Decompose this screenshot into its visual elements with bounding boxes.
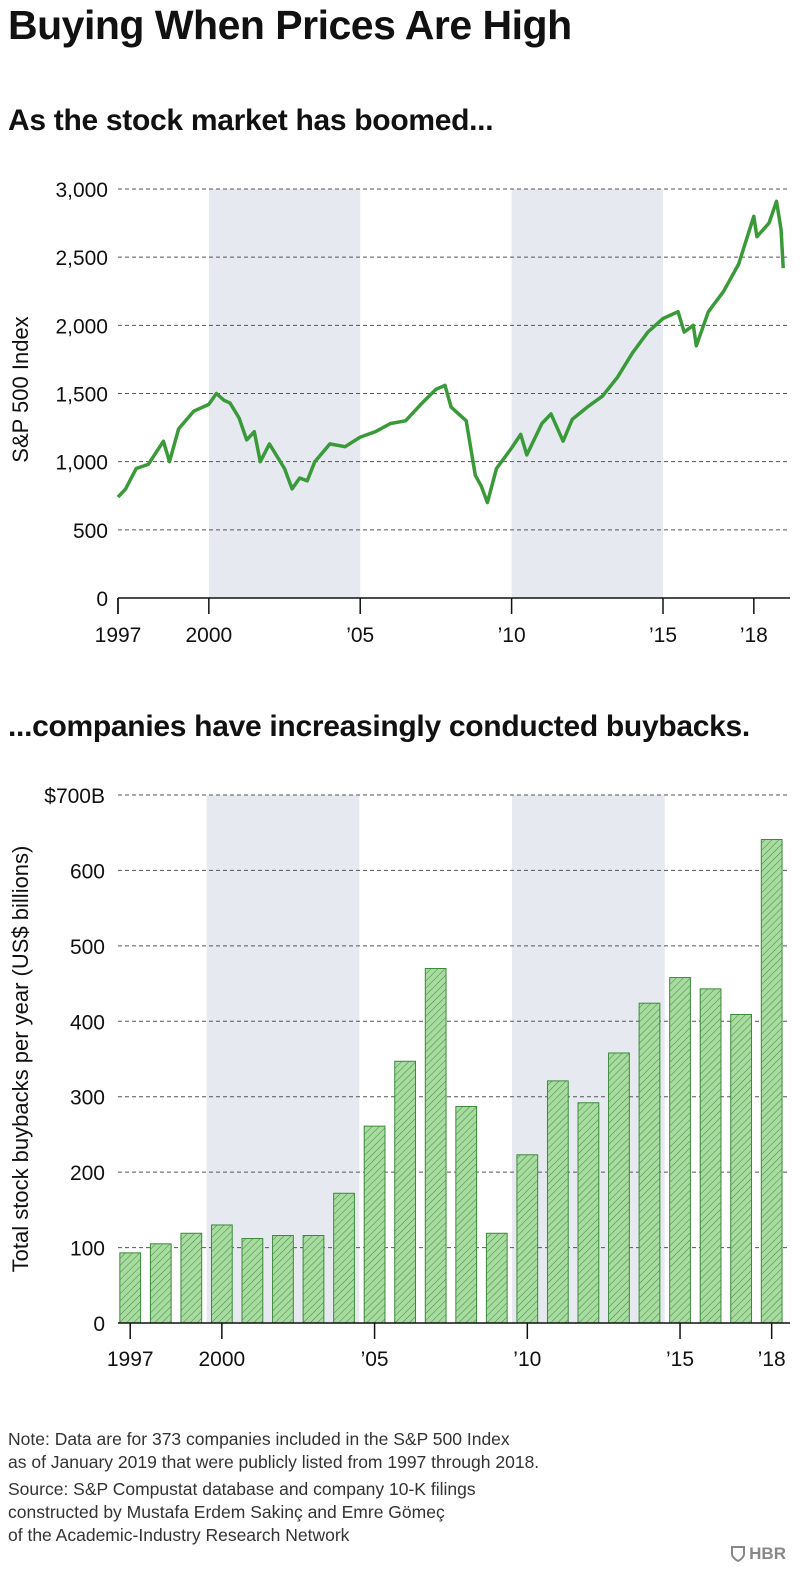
bar-chart-subtitle: ...companies have increasingly conducted… — [8, 710, 750, 743]
source-text: Source: S&P Compustat database and compa… — [8, 1479, 476, 1545]
sp500-series-line — [116, 199, 785, 505]
bar-2013 — [608, 1052, 630, 1324]
y-tick-label: 1,000 — [55, 452, 108, 475]
x-tick-label: ’05 — [346, 624, 374, 647]
bar-2014 — [638, 1002, 661, 1324]
y-tick-label: 300 — [70, 1087, 105, 1110]
y-tick-label: 1,500 — [55, 384, 108, 407]
y-tick-label: $700B — [44, 785, 105, 808]
x-tick-label: ’10 — [513, 1348, 541, 1371]
bar-2015 — [669, 977, 691, 1324]
bar-2007 — [424, 967, 447, 1324]
bar-2016 — [699, 988, 722, 1324]
x-tick-label: ’18 — [740, 624, 768, 647]
bar-2008 — [455, 1106, 478, 1324]
bar-1997 — [119, 1252, 142, 1324]
hbr-logo: HBR — [731, 1544, 786, 1564]
bar-2000 — [210, 1224, 233, 1324]
shaded-period — [208, 189, 361, 598]
x-tick-label: 1997 — [107, 1348, 154, 1371]
y-tick-label: 2,500 — [55, 247, 108, 270]
y-axis-label: Total stock buybacks per year (US$ billi… — [8, 846, 33, 1273]
x-tick-label: 2000 — [185, 624, 232, 647]
bar-2009 — [485, 1232, 508, 1324]
bar-2002 — [272, 1235, 294, 1324]
x-tick-label: ’15 — [666, 1348, 694, 1371]
bar-2003 — [302, 1235, 325, 1324]
bar-1998 — [149, 1243, 172, 1324]
shield-icon — [731, 1546, 746, 1562]
y-tick-label: 0 — [93, 1313, 105, 1336]
bar-2001 — [241, 1238, 264, 1324]
y-tick-label: 500 — [73, 520, 108, 543]
bar-2006 — [394, 1060, 417, 1324]
bar-2010 — [516, 1154, 539, 1324]
bar-2012 — [577, 1102, 600, 1324]
line-chart-subtitle: As the stock market has boomed... — [8, 104, 494, 137]
sp500-line-chart: 0 500 1,000 1,500 2,000 2,500 3,000 1997 2000 ’05… — [8, 179, 790, 647]
x-tick-label: 1997 — [95, 624, 142, 647]
bar-2005 — [363, 1125, 386, 1324]
footnotes: Note: Data are for 373 companies include… — [8, 1428, 728, 1547]
y-tick-label: 100 — [70, 1238, 105, 1261]
note-text: Note: Data are for 373 companies include… — [8, 1429, 540, 1472]
y-tick-label: 0 — [96, 588, 108, 611]
y-tick-label: 200 — [70, 1162, 105, 1185]
y-tick-label: 2,000 — [55, 315, 108, 338]
brand-label: HBR — [749, 1544, 786, 1563]
bar-2018 — [760, 839, 783, 1324]
x-tick-label: ’15 — [649, 624, 677, 647]
x-tick-label: ’05 — [361, 1348, 389, 1371]
bar-2004 — [333, 1192, 355, 1324]
y-axis-label: S&P 500 Index — [8, 316, 33, 462]
x-tick-label: 2000 — [198, 1348, 245, 1371]
y-tick-label: 600 — [70, 860, 105, 883]
x-tick-label: ’10 — [498, 624, 526, 647]
y-tick-label: 400 — [70, 1011, 105, 1034]
bar-2017 — [730, 1013, 753, 1324]
bar-1999 — [180, 1232, 203, 1324]
buybacks-bar-chart: 0 100 200 300 400 500 600 $700B 1997 2000 ’05 ’10 ’1… — [8, 785, 790, 1371]
bar-2011 — [546, 1080, 569, 1324]
x-tick-label: ’18 — [758, 1348, 786, 1371]
y-tick-label: 3,000 — [55, 179, 108, 202]
y-tick-label: 500 — [70, 936, 105, 959]
chart-title: Buying When Prices Are High — [8, 2, 572, 48]
